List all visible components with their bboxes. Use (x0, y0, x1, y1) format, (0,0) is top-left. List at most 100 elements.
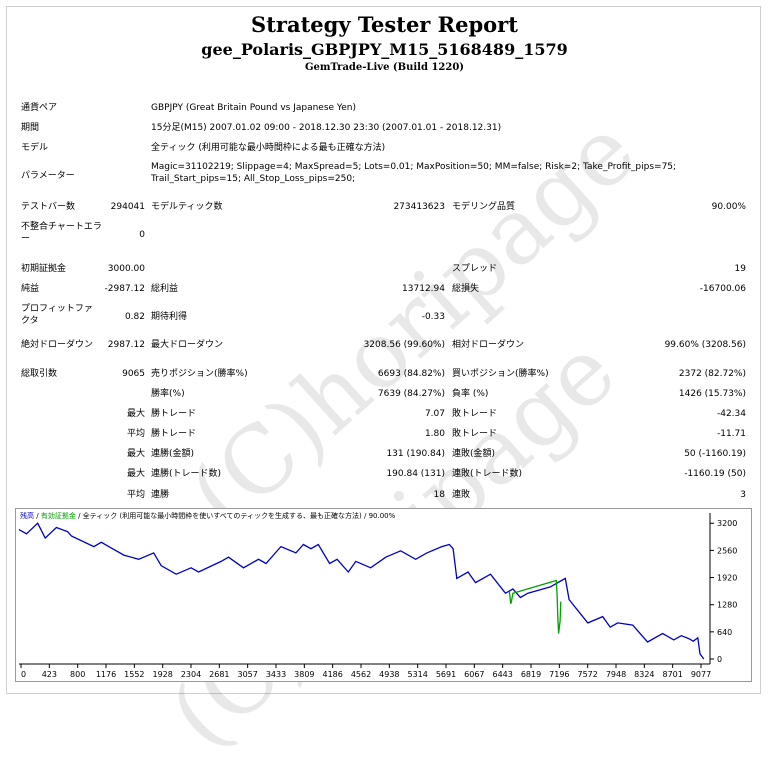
avg-consec-losses-value: 3 (740, 490, 746, 500)
abs-drawdown-label: 絶対ドローダウン (21, 340, 94, 350)
gross-profit-label: 総利益 (151, 284, 179, 294)
abs-drawdown-value: 2987.12 (107, 340, 145, 350)
average-win-value: 1.80 (424, 429, 445, 439)
spread-label: スプレッド (452, 264, 498, 274)
max-drawdown-label: 最大ドローダウン (151, 340, 224, 350)
expert-name: gee_Polaris_GBPJPY_M15_5168489_1579 (201, 40, 568, 59)
legend-balance: 残高 (20, 512, 34, 520)
period-value: 15分足(M15) 2007.01.02 09:00 - 2018.12.30 … (151, 123, 502, 133)
quality-label: モデリング品質 (452, 202, 516, 212)
y-tick-label: 1280 (717, 601, 737, 610)
x-tick-label: 800 (70, 670, 85, 679)
mismatch-label: 不整合チャートエラー (21, 222, 102, 244)
period-label: 期間 (21, 123, 40, 133)
ticks-value: 273413623 (393, 202, 445, 212)
profit-factor-value: 0.82 (124, 312, 145, 322)
net-profit-label: 純益 (21, 284, 40, 294)
max-consec-loss-value: -1160.19 (50) (684, 469, 746, 479)
gross-profit-value: 13712.94 (402, 284, 445, 294)
y-tick-label: 640 (717, 628, 732, 637)
max-consec-count-word: 最大 (126, 469, 145, 479)
y-tick-label: 1920 (717, 574, 737, 583)
expected-payoff-value: -0.33 (421, 312, 445, 322)
max-consec-losses-value: 50 (-1160.19) (684, 449, 746, 459)
long-positions-value: 2372 (82.72%) (678, 369, 746, 379)
x-tick-label: 4562 (351, 670, 371, 679)
max-consec-loss-label: 連敗(トレード数) (452, 469, 523, 479)
max-consec-profit-label: 連勝(トレード数) (151, 469, 222, 479)
average-loss-value: -11.71 (716, 429, 746, 439)
server-build: GemTrade-Live (Build 1220) (304, 62, 465, 73)
loss-rate-value: 1426 (15.73%) (678, 389, 746, 399)
net-profit-value: -2987.12 (104, 284, 145, 294)
balance-line (18, 522, 705, 660)
legend-equity: 有効証拠金 (40, 512, 76, 520)
x-tick-label: 6443 (492, 670, 512, 679)
chart-legend: 残高 / 有効証拠金 / 全ティック (利用可能な最小時間枠を使いすべてのティッ… (20, 512, 396, 520)
equity-line (508, 579, 562, 634)
x-tick-label: 423 (42, 670, 57, 679)
quality-value: 90.00% (711, 202, 746, 212)
x-tick-label: 8701 (662, 670, 682, 679)
largest-loss-value: -42.34 (716, 409, 746, 419)
y-tick-label: 2560 (717, 546, 737, 555)
model-value: 全ティック (利用可能な最小時間枠による最も正確な方法) (151, 143, 386, 153)
x-tick-label: 7572 (577, 670, 597, 679)
deposit-label: 初期証拠金 (21, 264, 67, 274)
total-trades-value: 9065 (122, 369, 145, 379)
total-trades-label: 総取引数 (21, 369, 58, 379)
max-consec-losses-label: 連敗(金額) (452, 449, 496, 459)
x-tick-label: 4186 (322, 670, 342, 679)
average-loss-label: 敗トレード (452, 429, 498, 439)
max-drawdown-value: 3208.56 (99.60%) (363, 340, 445, 350)
avg-consec-wins-value: 18 (433, 490, 445, 500)
win-rate-label: 勝率(%) (151, 389, 185, 399)
legend-model: 全ティック (利用可能な最小時間枠を使いすべてのティックを生成する、最も正確な方… (82, 512, 362, 520)
max-consec-profit-value: 190.84 (131) (386, 469, 445, 479)
deposit-value: 3000.00 (107, 264, 145, 274)
expected-payoff-label: 期待利得 (151, 312, 188, 322)
x-tick-label: 9077 (691, 670, 711, 679)
x-tick-label: 7196 (549, 670, 569, 679)
gross-loss-value: -16700.06 (699, 284, 746, 294)
symbol-value: GBPJPY (Great Britain Pound vs Japanese … (151, 103, 356, 113)
largest-word: 最大 (126, 409, 145, 419)
max-consec-wins-label: 連勝(金額) (151, 449, 195, 459)
mismatch-value: 0 (139, 230, 145, 240)
x-tick-label: 8324 (634, 670, 654, 679)
bars-label: テストバー数 (21, 202, 76, 212)
loss-rate-label: 負率 (%) (452, 389, 489, 399)
x-tick-label: 5691 (436, 670, 456, 679)
report-title: Strategy Tester Report (251, 12, 518, 37)
y-tick-label: 3200 (717, 519, 737, 528)
rel-drawdown-label: 相対ドローダウン (452, 340, 525, 350)
x-tick-label: 3809 (294, 670, 314, 679)
spread-value: 19 (734, 264, 746, 274)
profit-factor-label: プロフィットファクタ (21, 304, 93, 326)
average-win-label: 勝トレード (151, 429, 197, 439)
bars-value: 294041 (110, 202, 145, 212)
y-tick-label: 0 (717, 655, 722, 664)
avg-consec-wins-label: 連勝 (151, 490, 170, 500)
short-positions-value: 6693 (84.82%) (377, 369, 445, 379)
ticks-label: モデルティック数 (151, 202, 223, 212)
x-tick-label: 1176 (96, 670, 116, 679)
long-positions-label: 買いポジション(勝率%) (452, 369, 549, 379)
params-label: パラメーター (21, 171, 75, 181)
x-tick-label: 5314 (407, 670, 427, 679)
max-consec-wins-value: 131 (190.84) (386, 449, 445, 459)
win-rate-value: 7639 (84.27%) (377, 389, 445, 399)
symbol-label: 通貨ペア (21, 103, 58, 113)
legend-quality: 90.00% (368, 512, 396, 520)
avg-consec-losses-label: 連敗 (452, 490, 471, 500)
x-tick-label: 6067 (464, 670, 484, 679)
model-label: モデル (21, 143, 49, 153)
short-positions-label: 売りポジション(勝率%) (151, 369, 248, 379)
largest-loss-label: 敗トレード (452, 409, 498, 419)
chart-canvas: 3200 2560 1920 1280 640 0 0 423 800 1176 1552 1928 2… (18, 513, 737, 679)
x-tick-label: 7948 (606, 670, 626, 679)
largest-win-value: 7.07 (424, 409, 445, 419)
x-tick-label: 0 (21, 670, 26, 679)
avg-consec-word: 平均 (126, 490, 145, 500)
rel-drawdown-value: 99.60% (3208.56) (664, 340, 746, 350)
